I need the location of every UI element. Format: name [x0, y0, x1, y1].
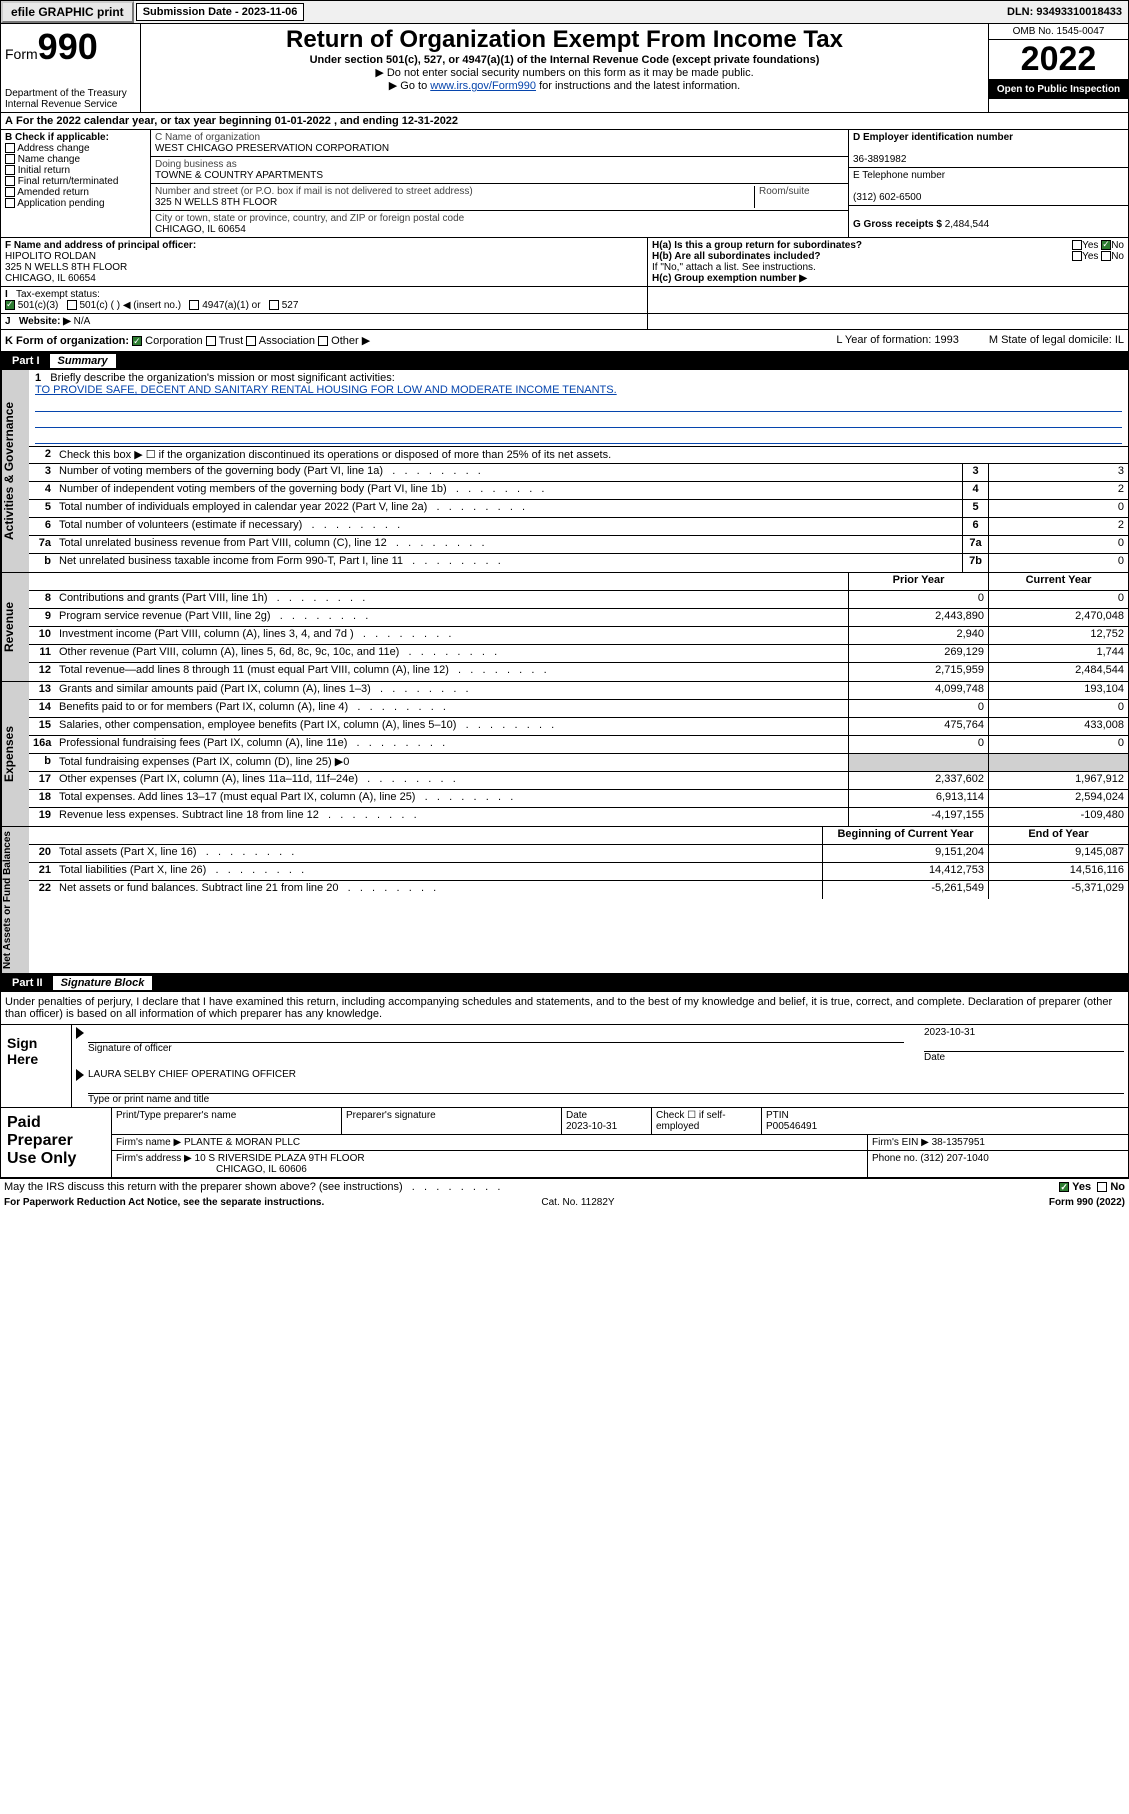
officer-name: HIPOLITO ROLDAN: [5, 251, 96, 262]
state-domicile: M State of legal domicile: IL: [989, 334, 1124, 347]
checkbox-final-return[interactable]: [5, 176, 15, 186]
tax-year: 2022: [989, 40, 1128, 80]
page-footer: For Paperwork Reduction Act Notice, see …: [0, 1195, 1129, 1210]
col-d-e-g: D Employer identification number 36-3891…: [848, 130, 1128, 237]
line-9: 9Program service revenue (Part VIII, lin…: [29, 609, 1128, 627]
sign-here-row: Sign Here Signature of officer 2023-10-3…: [0, 1025, 1129, 1108]
checkbox-hb-yes[interactable]: [1072, 251, 1082, 261]
row-k: K Form of organization: Corporation Trus…: [0, 330, 1129, 352]
line-6: 6Total number of volunteers (estimate if…: [29, 518, 1128, 536]
line-17: 17Other expenses (Part IX, column (A), l…: [29, 772, 1128, 790]
line-15: 15Salaries, other compensation, employee…: [29, 718, 1128, 736]
city-state-zip: CHICAGO, IL 60654: [155, 224, 246, 235]
checkbox-501c3[interactable]: [5, 300, 15, 310]
line-5: 5Total number of individuals employed in…: [29, 500, 1128, 518]
checkbox-trust[interactable]: [206, 336, 216, 346]
website: N/A: [74, 316, 91, 327]
open-inspection: Open to Public Inspection: [989, 80, 1128, 99]
row-f-h: F Name and address of principal officer:…: [0, 238, 1129, 287]
line-a: A For the 2022 calendar year, or tax yea…: [0, 113, 1129, 130]
part-1-bar: Part I Summary: [0, 352, 1129, 370]
part-2-bar: Part II Signature Block: [0, 974, 1129, 992]
section-activities: Activities & Governance 1 Briefly descri…: [0, 370, 1129, 573]
telephone: (312) 602-6500: [853, 192, 921, 203]
irs-label: Internal Revenue Service: [5, 99, 136, 110]
row-i: I Tax-exempt status: 501(c)(3) 501(c) ( …: [0, 287, 1129, 314]
dln: DLN: 93493310018433: [1001, 4, 1128, 20]
checkbox-501c[interactable]: [67, 300, 77, 310]
line-3: 3Number of voting members of the governi…: [29, 464, 1128, 482]
checkbox-assoc[interactable]: [246, 336, 256, 346]
revenue-header: Prior Year Current Year: [29, 573, 1128, 591]
line-7a: 7aTotal unrelated business revenue from …: [29, 536, 1128, 554]
triangle-icon: [76, 1027, 84, 1039]
line-8: 8Contributions and grants (Part VIII, li…: [29, 591, 1128, 609]
org-name: WEST CHICAGO PRESERVATION CORPORATION: [155, 143, 389, 154]
line-22: 22Net assets or fund balances. Subtract …: [29, 881, 1128, 899]
submission-date: Submission Date - 2023-11-06: [136, 3, 305, 21]
firm-phone: (312) 207-1040: [920, 1153, 988, 1164]
line-21: 21Total liabilities (Part X, line 26)14,…: [29, 863, 1128, 881]
checkbox-may-no[interactable]: [1097, 1182, 1107, 1192]
mission-text[interactable]: TO PROVIDE SAFE, DECENT AND SANITARY REN…: [35, 384, 617, 396]
section-b-to-g: B Check if applicable: Address change Na…: [0, 130, 1129, 238]
line-7b: bNet unrelated business taxable income f…: [29, 554, 1128, 572]
gross-receipts: 2,484,544: [945, 219, 990, 230]
checkbox-address-change[interactable]: [5, 143, 15, 153]
paid-preparer-row: Paid Preparer Use Only Print/Type prepar…: [0, 1108, 1129, 1178]
col-b: B Check if applicable: Address change Na…: [1, 130, 151, 237]
checkbox-initial-return[interactable]: [5, 165, 15, 175]
top-bar: efile GRAPHIC print Submission Date - 20…: [0, 0, 1129, 24]
efile-print-button[interactable]: efile GRAPHIC print: [1, 1, 134, 23]
form-header: Form990 Department of the Treasury Inter…: [0, 24, 1129, 113]
line-14: 14Benefits paid to or for members (Part …: [29, 700, 1128, 718]
checkbox-corp[interactable]: [132, 336, 142, 346]
netassets-header: Beginning of Current Year End of Year: [29, 827, 1128, 845]
section-netassets: Net Assets or Fund Balances Beginning of…: [0, 827, 1129, 974]
dept-label: Department of the Treasury: [5, 88, 136, 99]
checkbox-4947[interactable]: [189, 300, 199, 310]
line-4: 4Number of independent voting members of…: [29, 482, 1128, 500]
checkbox-may-yes[interactable]: [1059, 1182, 1069, 1192]
firm-ein: 38-1357951: [932, 1137, 985, 1148]
checkbox-name-change[interactable]: [5, 154, 15, 164]
checkbox-ha-no[interactable]: [1101, 240, 1111, 250]
street-address: 325 N WELLS 8TH FLOOR: [155, 197, 277, 208]
checkbox-other[interactable]: [318, 336, 328, 346]
line-13: 13Grants and similar amounts paid (Part …: [29, 682, 1128, 700]
checkbox-amended-return[interactable]: [5, 187, 15, 197]
ptin: P00546491: [766, 1121, 817, 1132]
year-formation: L Year of formation: 1993: [836, 334, 959, 347]
firm-name: PLANTE & MORAN PLLC: [184, 1137, 300, 1148]
line-18: 18Total expenses. Add lines 13–17 (must …: [29, 790, 1128, 808]
row-j: J Website: ▶ N/A: [0, 314, 1129, 330]
form-title: Return of Organization Exempt From Incom…: [147, 26, 982, 54]
ein: 36-3891982: [853, 154, 906, 165]
may-irs-discuss: May the IRS discuss this return with the…: [0, 1178, 1129, 1195]
section-revenue: Revenue Prior Year Current Year 8Contrib…: [0, 573, 1129, 682]
form-number: Form990: [5, 26, 136, 68]
checkbox-ha-yes[interactable]: [1072, 240, 1082, 250]
line-20: 20Total assets (Part X, line 16)9,151,20…: [29, 845, 1128, 863]
line-16a: 16aProfessional fundraising fees (Part I…: [29, 736, 1128, 754]
line-11: 11Other revenue (Part VIII, column (A), …: [29, 645, 1128, 663]
signature-declaration: Under penalties of perjury, I declare th…: [0, 992, 1129, 1025]
form-subtitle-2: ▶ Do not enter social security numbers o…: [147, 66, 982, 79]
checkbox-hb-no[interactable]: [1101, 251, 1111, 261]
omb-number: OMB No. 1545-0047: [989, 24, 1128, 40]
checkbox-527[interactable]: [269, 300, 279, 310]
col-c: C Name of organization WEST CHICAGO PRES…: [151, 130, 848, 237]
dba-name: TOWNE & COUNTRY APARTMENTS: [155, 170, 323, 181]
line-12: 12Total revenue—add lines 8 through 11 (…: [29, 663, 1128, 681]
form-subtitle-1: Under section 501(c), 527, or 4947(a)(1)…: [147, 54, 982, 66]
triangle-icon: [76, 1069, 84, 1081]
line-b: bTotal fundraising expenses (Part IX, co…: [29, 754, 1128, 772]
section-expenses: Expenses 13Grants and similar amounts pa…: [0, 682, 1129, 827]
form-subtitle-3: ▶ Go to www.irs.gov/Form990 for instruct…: [147, 79, 982, 92]
line-10: 10Investment income (Part VIII, column (…: [29, 627, 1128, 645]
checkbox-app-pending[interactable]: [5, 198, 15, 208]
irs-link[interactable]: www.irs.gov/Form990: [430, 80, 536, 92]
line-19: 19Revenue less expenses. Subtract line 1…: [29, 808, 1128, 826]
